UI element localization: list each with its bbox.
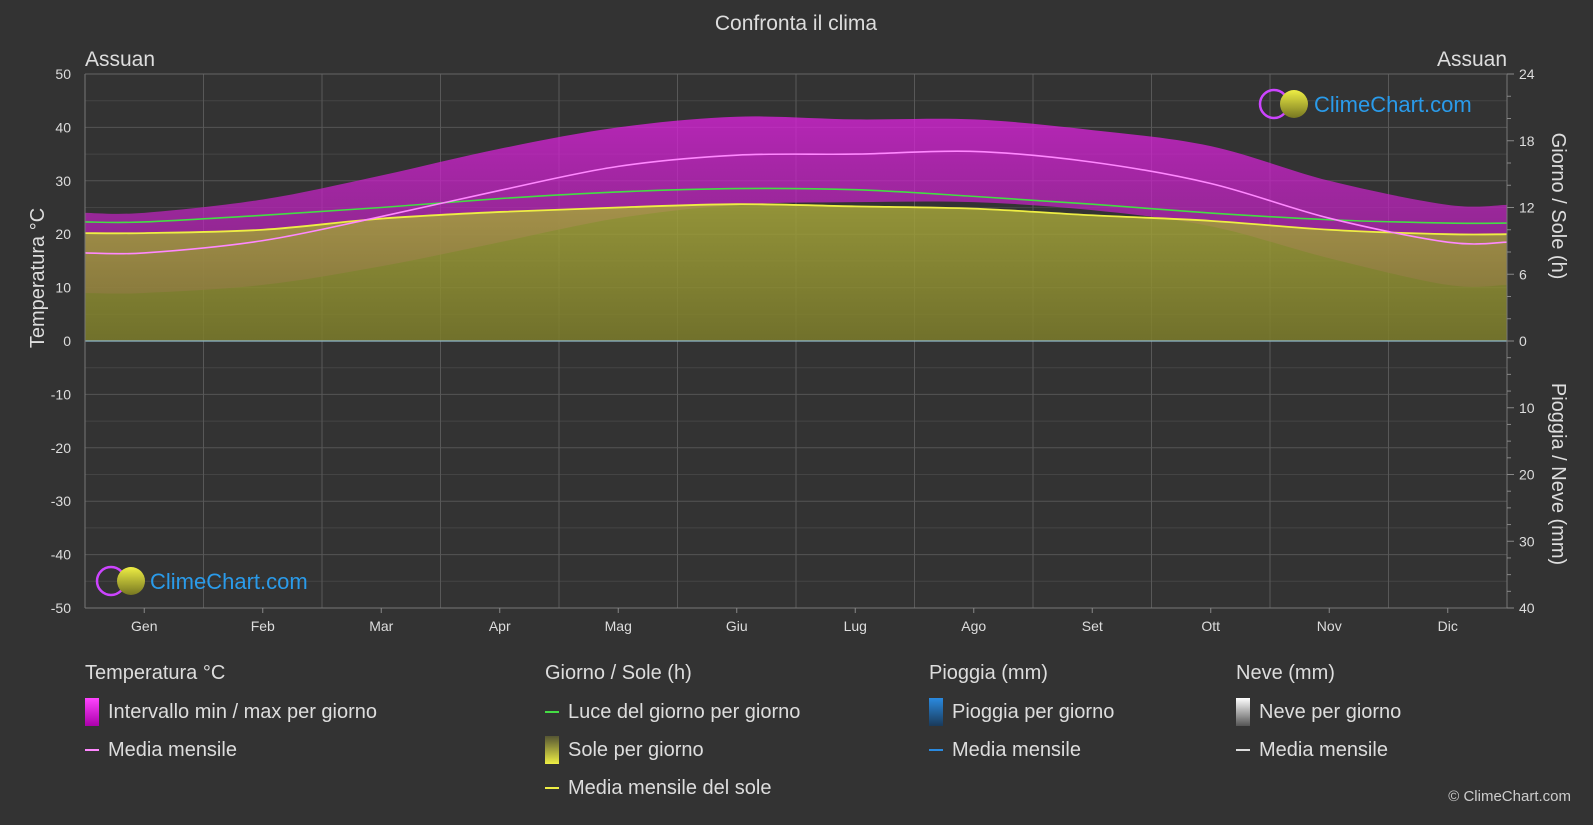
watermark-bottom: ClimeChart.com — [95, 565, 308, 597]
x-tick-label: Giu — [726, 618, 748, 634]
sun-mean-swatch — [545, 787, 559, 789]
x-tick-label: Feb — [251, 618, 275, 634]
rain-mean-swatch — [929, 749, 943, 751]
sun-swatch — [545, 736, 559, 764]
temp-range-swatch — [85, 698, 99, 726]
watermark-text: ClimeChart.com — [1314, 92, 1472, 117]
legend-label: Intervallo min / max per giorno — [108, 700, 378, 723]
legend-item: Media mensile — [929, 738, 1114, 762]
y-left-tick-label: -20 — [51, 440, 71, 456]
data-layer — [84, 116, 1508, 341]
chart-title: Confronta il clima — [715, 12, 878, 35]
daylight-swatch — [545, 711, 559, 713]
y-right-tick-label: 6 — [1519, 266, 1527, 282]
legend-label: Media mensile — [1259, 738, 1388, 761]
x-tick-label: Gen — [131, 618, 157, 634]
daylight-line — [84, 187, 1508, 225]
y-axis-left-label: Temperatura °C — [27, 208, 49, 348]
legend-rain-title: Pioggia (mm) — [929, 662, 1048, 684]
y-left-tick-label: 40 — [55, 119, 71, 135]
y-left-tick-label: 10 — [55, 280, 71, 296]
x-tick-label: Nov — [1317, 618, 1342, 634]
y-right-tick-label: 0 — [1519, 333, 1527, 349]
y-left-tick-label: -40 — [51, 547, 71, 563]
location-left: Assuan — [85, 48, 155, 71]
legend-item: Neve per giorno — [1236, 698, 1402, 726]
legend-item: Pioggia per giorno — [929, 698, 1115, 726]
y-axis-right-top-label: Giorno / Sole (h) — [1547, 133, 1569, 280]
y-left-tick-label: -30 — [51, 493, 71, 509]
sunshine-area — [85, 204, 1507, 341]
watermark-top: ClimeChart.com — [1258, 88, 1472, 120]
legend-label: Sole per giorno — [568, 738, 704, 761]
y-left-tick-label: -50 — [51, 600, 71, 616]
legend-item: Intervallo min / max per giorno — [85, 698, 378, 726]
y-left-tick-label: 30 — [55, 173, 71, 189]
legend-daylight-title: Giorno / Sole (h) — [545, 662, 692, 684]
x-tick-label: Apr — [489, 618, 511, 634]
x-tick-label: Dic — [1438, 618, 1458, 634]
legend-label: Pioggia per giorno — [952, 700, 1115, 723]
logo-sun-icon — [117, 567, 145, 595]
legend-label: Neve per giorno — [1259, 700, 1402, 723]
legend-item: Luce del giorno per giorno — [545, 700, 800, 724]
y-right-tick-label: 40 — [1519, 600, 1535, 616]
logo-sun-icon — [1280, 90, 1308, 118]
rain-swatch — [929, 698, 943, 726]
x-tick-label: Lug — [844, 618, 867, 634]
y-left-tick-label: -10 — [51, 386, 71, 402]
y-right-tick-label: 30 — [1519, 533, 1535, 549]
y-left-tick-label: 50 — [55, 66, 71, 82]
y-right-tick-label: 20 — [1519, 467, 1535, 483]
snow-swatch — [1236, 698, 1250, 726]
temp-mean-line — [84, 150, 1508, 255]
legend-item: Sole per giorno — [545, 736, 800, 764]
legend-label: Media mensile — [952, 738, 1081, 761]
y-left-tick-label: 20 — [55, 226, 71, 242]
legend-snow-title: Neve (mm) — [1236, 662, 1335, 684]
legend-temperature: Temperatura °C Intervallo min / max per … — [85, 662, 377, 776]
legend-label: Media mensile del sole — [568, 776, 772, 799]
x-tick-label: Ago — [961, 618, 986, 634]
x-tick-label: Ott — [1201, 618, 1220, 634]
y-right-tick-label: 10 — [1519, 400, 1535, 416]
y-right-tick-label: 18 — [1519, 133, 1535, 149]
sunshine-mean-line — [84, 203, 1508, 236]
legend-item: Media mensile — [85, 738, 377, 762]
x-tick-label: Mar — [369, 618, 393, 634]
location-right: Assuan — [1437, 48, 1507, 71]
legend-label: Luce del giorno per giorno — [568, 700, 801, 723]
legend-rain: Pioggia (mm) Pioggia per giorno Media me… — [929, 662, 1114, 776]
x-tick-label: Set — [1082, 618, 1103, 634]
axes: 50 40 30 20 10 0 -10 -20 -30 -40 -50 24 18 12 6 0 10 20 30… — [51, 66, 1535, 634]
y-right-tick-label: 12 — [1519, 200, 1535, 216]
legend-temperature-title: Temperatura °C — [85, 662, 226, 684]
x-tick-label: Mag — [605, 618, 632, 634]
temp-mean-swatch — [85, 749, 99, 751]
legend-label: Media mensile — [108, 738, 237, 761]
y-right-tick-label: 24 — [1519, 66, 1535, 82]
legend-daylight: Giorno / Sole (h) Luce del giorno per gi… — [545, 662, 800, 814]
legend-item: Media mensile del sole — [545, 776, 800, 800]
y-left-tick-label: 0 — [63, 333, 71, 349]
copyright: © ClimeChart.com — [1448, 788, 1571, 805]
y-axis-right-bottom-label: Pioggia / Neve (mm) — [1547, 383, 1569, 565]
snow-mean-swatch — [1236, 749, 1250, 751]
legend-item: Media mensile — [1236, 738, 1401, 762]
watermark-text: ClimeChart.com — [150, 569, 308, 594]
legend-snow: Neve (mm) Neve per giorno Media mensile — [1236, 662, 1401, 776]
